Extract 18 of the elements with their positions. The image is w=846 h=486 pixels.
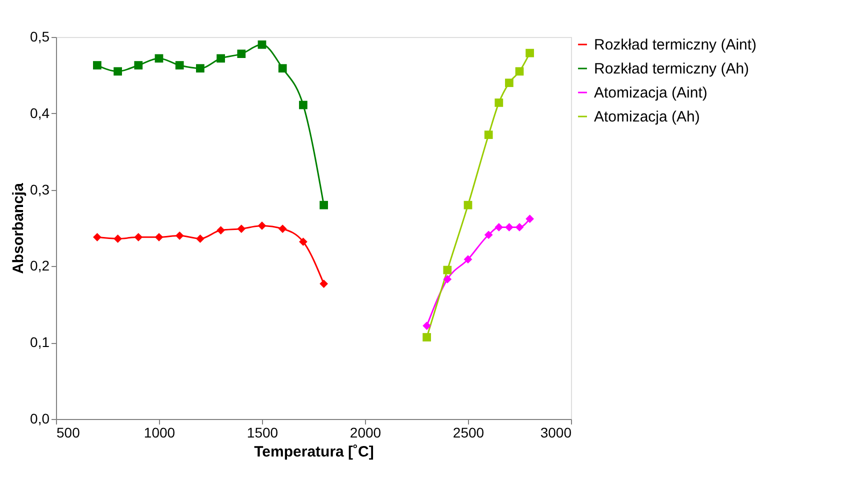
y-tick-label: 0,1 (30, 334, 50, 350)
y-tick-label: 0,5 (30, 28, 50, 44)
x-tick-label: 3000 (540, 424, 572, 440)
y-axis-title: Absorbancja (10, 182, 28, 274)
x-tick-label: 2000 (350, 424, 382, 440)
x-tick-label: 1000 (144, 424, 176, 440)
x-tick-label: 2500 (452, 424, 484, 440)
x-axis-title: Temperatura [˚C] (254, 444, 374, 460)
y-tick-label: 0,3 (30, 181, 50, 198)
legend-label: Atomizacja (Aint) (594, 84, 708, 102)
x-tick-label: 500 (56, 424, 80, 440)
y-tick-label: 0,2 (30, 258, 50, 274)
legend-label: Rozkład termiczny (Ah) (594, 60, 750, 78)
y-tick-label: 0,0 (30, 410, 50, 426)
y-tick-label: 0,4 (30, 104, 50, 121)
x-tick-label: 1500 (246, 424, 278, 440)
legend-label: Rozkład termiczny (Aint) (594, 36, 757, 54)
legend-label: Atomizacja (Ah) (594, 108, 700, 126)
